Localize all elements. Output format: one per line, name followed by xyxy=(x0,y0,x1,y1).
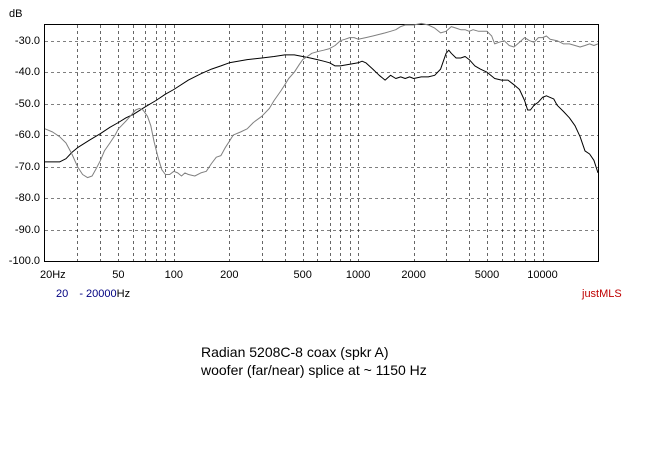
y-tick-label: -80.0 xyxy=(14,192,40,205)
y-tick-label: -100.0 xyxy=(8,255,40,267)
y-tick-label: -50.0 xyxy=(14,97,40,110)
range-unit: Hz xyxy=(116,288,131,300)
x-tick-label: 5000 xyxy=(474,269,500,281)
grid-lines xyxy=(45,25,598,261)
series-layer xyxy=(44,22,599,179)
x-tick-label: 100 xyxy=(164,269,184,281)
x-tick-label: 50 xyxy=(112,269,125,281)
y-tick-label: -30.0 xyxy=(14,34,40,47)
y-tick-label: -60.0 xyxy=(14,129,40,142)
x-tick-label: 200 xyxy=(220,269,239,281)
range-end: 20000 xyxy=(86,288,117,300)
caption-line-2: woofer (far/near) splice at ~ 1150 Hz xyxy=(201,362,427,378)
response-curve-black xyxy=(45,49,599,174)
frequency-range: 20 - 20000Hz xyxy=(56,288,130,300)
x-tick-label: 1000 xyxy=(345,269,371,281)
y-tick-label: -70.0 xyxy=(14,160,40,173)
caption-line-1: Radian 5208C-8 coax (spkr A) xyxy=(201,344,389,360)
plot-area xyxy=(44,24,599,262)
range-start: 20 xyxy=(56,288,69,300)
y-tick-label: -40.0 xyxy=(14,66,40,79)
y-axis-label: dB xyxy=(9,8,23,20)
y-tick-label: -90.0 xyxy=(14,223,40,236)
x-tick-label: 2000 xyxy=(401,269,426,281)
x-tick-label: 10000 xyxy=(527,269,558,281)
response-curve-gray xyxy=(44,22,599,179)
range-separator: - xyxy=(79,288,83,300)
watermark: justMLS xyxy=(582,288,622,300)
x-tick-label: 20Hz xyxy=(40,269,66,281)
x-tick-label: 500 xyxy=(293,269,312,281)
